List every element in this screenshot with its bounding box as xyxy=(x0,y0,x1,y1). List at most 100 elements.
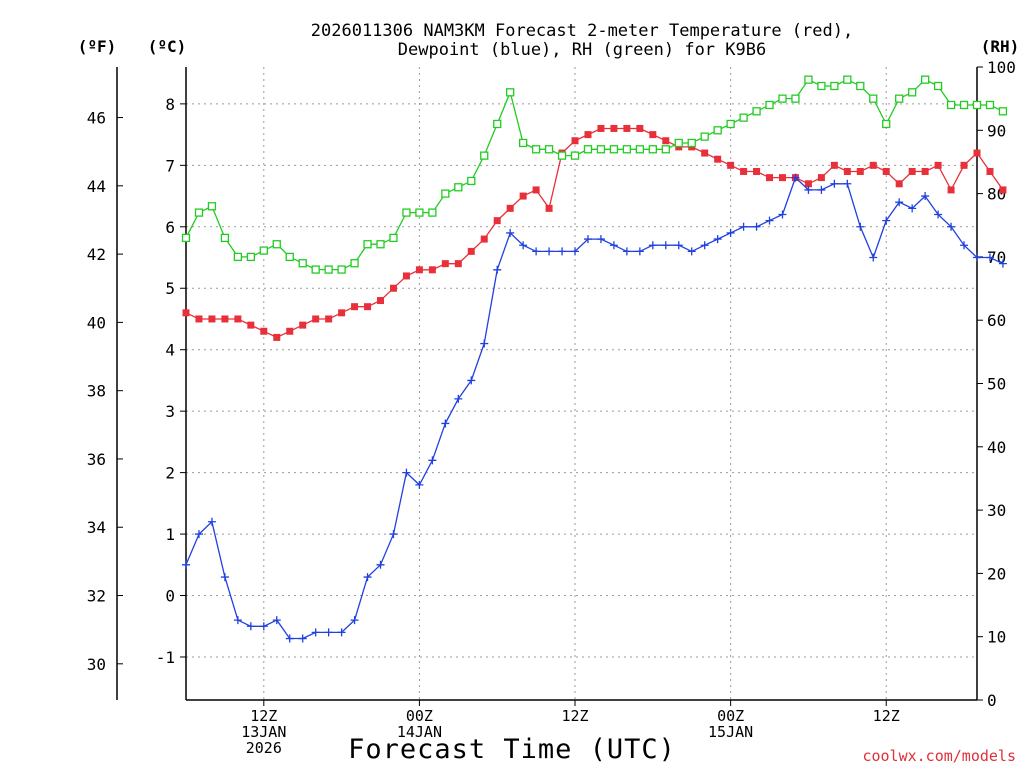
dewpoint-point xyxy=(376,560,385,569)
dewpoint-point xyxy=(687,247,696,256)
rh-point xyxy=(415,208,424,217)
dewpoint-point xyxy=(869,253,878,262)
rh-point xyxy=(544,145,554,154)
celsius-tick-label: -1 xyxy=(156,648,175,667)
dewpoint-point xyxy=(558,247,567,256)
rh-point xyxy=(739,113,748,122)
chart-title-line-2: Dewpoint (blue), RH (green) for K9B6 xyxy=(398,40,766,60)
rh-point xyxy=(389,233,398,243)
temperature-point xyxy=(856,167,864,175)
dewpoint-point xyxy=(739,222,748,231)
temperature-point xyxy=(843,167,851,175)
x-tick-label: 12Z xyxy=(873,707,900,725)
rh-point xyxy=(752,107,761,116)
dewpoint-point xyxy=(285,634,294,643)
rh-tick-label: 20 xyxy=(987,564,1006,583)
temperature-point xyxy=(934,161,942,169)
rh-point xyxy=(285,252,294,262)
fahrenheit-tick-label: 42 xyxy=(87,245,106,264)
temperature-point xyxy=(584,131,592,139)
dewpoint-point xyxy=(350,616,359,625)
x-tick-label: 13JAN xyxy=(241,723,286,741)
rh-point xyxy=(908,88,917,97)
temperature-point xyxy=(182,309,190,317)
dewpoint-point xyxy=(973,253,981,262)
rh-tick-label: 60 xyxy=(987,311,1006,330)
rh-point xyxy=(583,145,593,154)
rh-tick-label: 10 xyxy=(987,628,1006,647)
temperature-point xyxy=(195,315,203,323)
temperature-point xyxy=(701,149,709,157)
temperature-point xyxy=(882,167,890,175)
dewpoint-point xyxy=(324,628,333,637)
dewpoint-point xyxy=(415,480,424,489)
temperature-point xyxy=(441,260,449,268)
rh-tick-label: 30 xyxy=(987,501,1006,520)
x-tick-label: 12Z xyxy=(561,707,588,725)
rh-tick-label: 90 xyxy=(987,121,1006,140)
temperature-point xyxy=(312,315,320,323)
temperature-point xyxy=(234,315,242,323)
rh-tick-label: 70 xyxy=(987,248,1006,267)
series xyxy=(181,75,1008,643)
temperature-point xyxy=(766,174,774,182)
rh-point xyxy=(817,81,826,91)
rh-point xyxy=(181,233,191,243)
dewpoint-point xyxy=(791,173,800,182)
rh-point xyxy=(622,145,632,154)
dewpoint-point xyxy=(182,560,190,569)
dewpoint-point xyxy=(609,241,618,250)
dewpoint-point xyxy=(700,241,709,250)
dewpoint-point xyxy=(583,235,592,244)
dewpoint-point xyxy=(622,247,631,256)
temperature-point xyxy=(610,124,618,132)
dewpoint-point xyxy=(998,259,1007,268)
celsius-tick-label: 2 xyxy=(165,464,175,483)
temperature-point xyxy=(869,161,877,169)
dewpoint-point xyxy=(493,265,502,274)
dewpoint-point xyxy=(467,376,476,385)
fahrenheit-tick-label: 38 xyxy=(87,382,106,401)
rh-point xyxy=(869,94,878,103)
rh-point xyxy=(596,145,606,154)
temperature-point xyxy=(532,186,540,194)
x-axis-title: Forecast Time (UTC) xyxy=(348,734,676,765)
rh-point xyxy=(726,119,735,129)
x-tick-label: 12Z xyxy=(250,707,277,725)
fahrenheit-axis-unit-label: (ºF) xyxy=(78,37,117,56)
rh-point xyxy=(856,81,865,91)
temperature-point xyxy=(636,124,644,132)
dewpoint-point xyxy=(233,616,242,625)
celsius-tick-label: 0 xyxy=(165,587,175,606)
rh-point xyxy=(920,75,930,84)
rh-point xyxy=(324,265,333,274)
series-rh xyxy=(181,75,1008,274)
rh-point xyxy=(376,240,385,249)
dewpoint-point xyxy=(259,622,268,631)
rh-point xyxy=(933,81,943,91)
temperature-point xyxy=(947,186,955,194)
credit-text: coolwx.com/models xyxy=(862,747,1016,765)
dewpoint-point xyxy=(571,247,580,256)
rh-tick-label: 0 xyxy=(987,691,997,710)
dewpoint-point xyxy=(480,339,489,348)
fahrenheit-tick-label: 32 xyxy=(87,587,106,606)
dewpoint-line xyxy=(185,176,1004,640)
rh-point xyxy=(207,202,217,211)
x-tick-label: 2026 xyxy=(246,739,282,757)
x-tick-label: 14JAN xyxy=(397,723,442,741)
dewpoint-point xyxy=(220,573,229,582)
dewpoint-point xyxy=(428,456,437,465)
fahrenheit-tick-label: 36 xyxy=(87,450,106,469)
dewpoint-point xyxy=(843,179,852,188)
rh-point xyxy=(298,259,307,268)
temperature-point xyxy=(377,297,385,305)
dewpoint-point xyxy=(363,573,372,582)
dewpoint-point xyxy=(856,222,865,231)
rh-point xyxy=(713,126,722,135)
temperature-point xyxy=(908,167,916,175)
temperature-point xyxy=(428,266,436,274)
temperature-point xyxy=(493,217,501,225)
rh-point xyxy=(674,138,683,148)
